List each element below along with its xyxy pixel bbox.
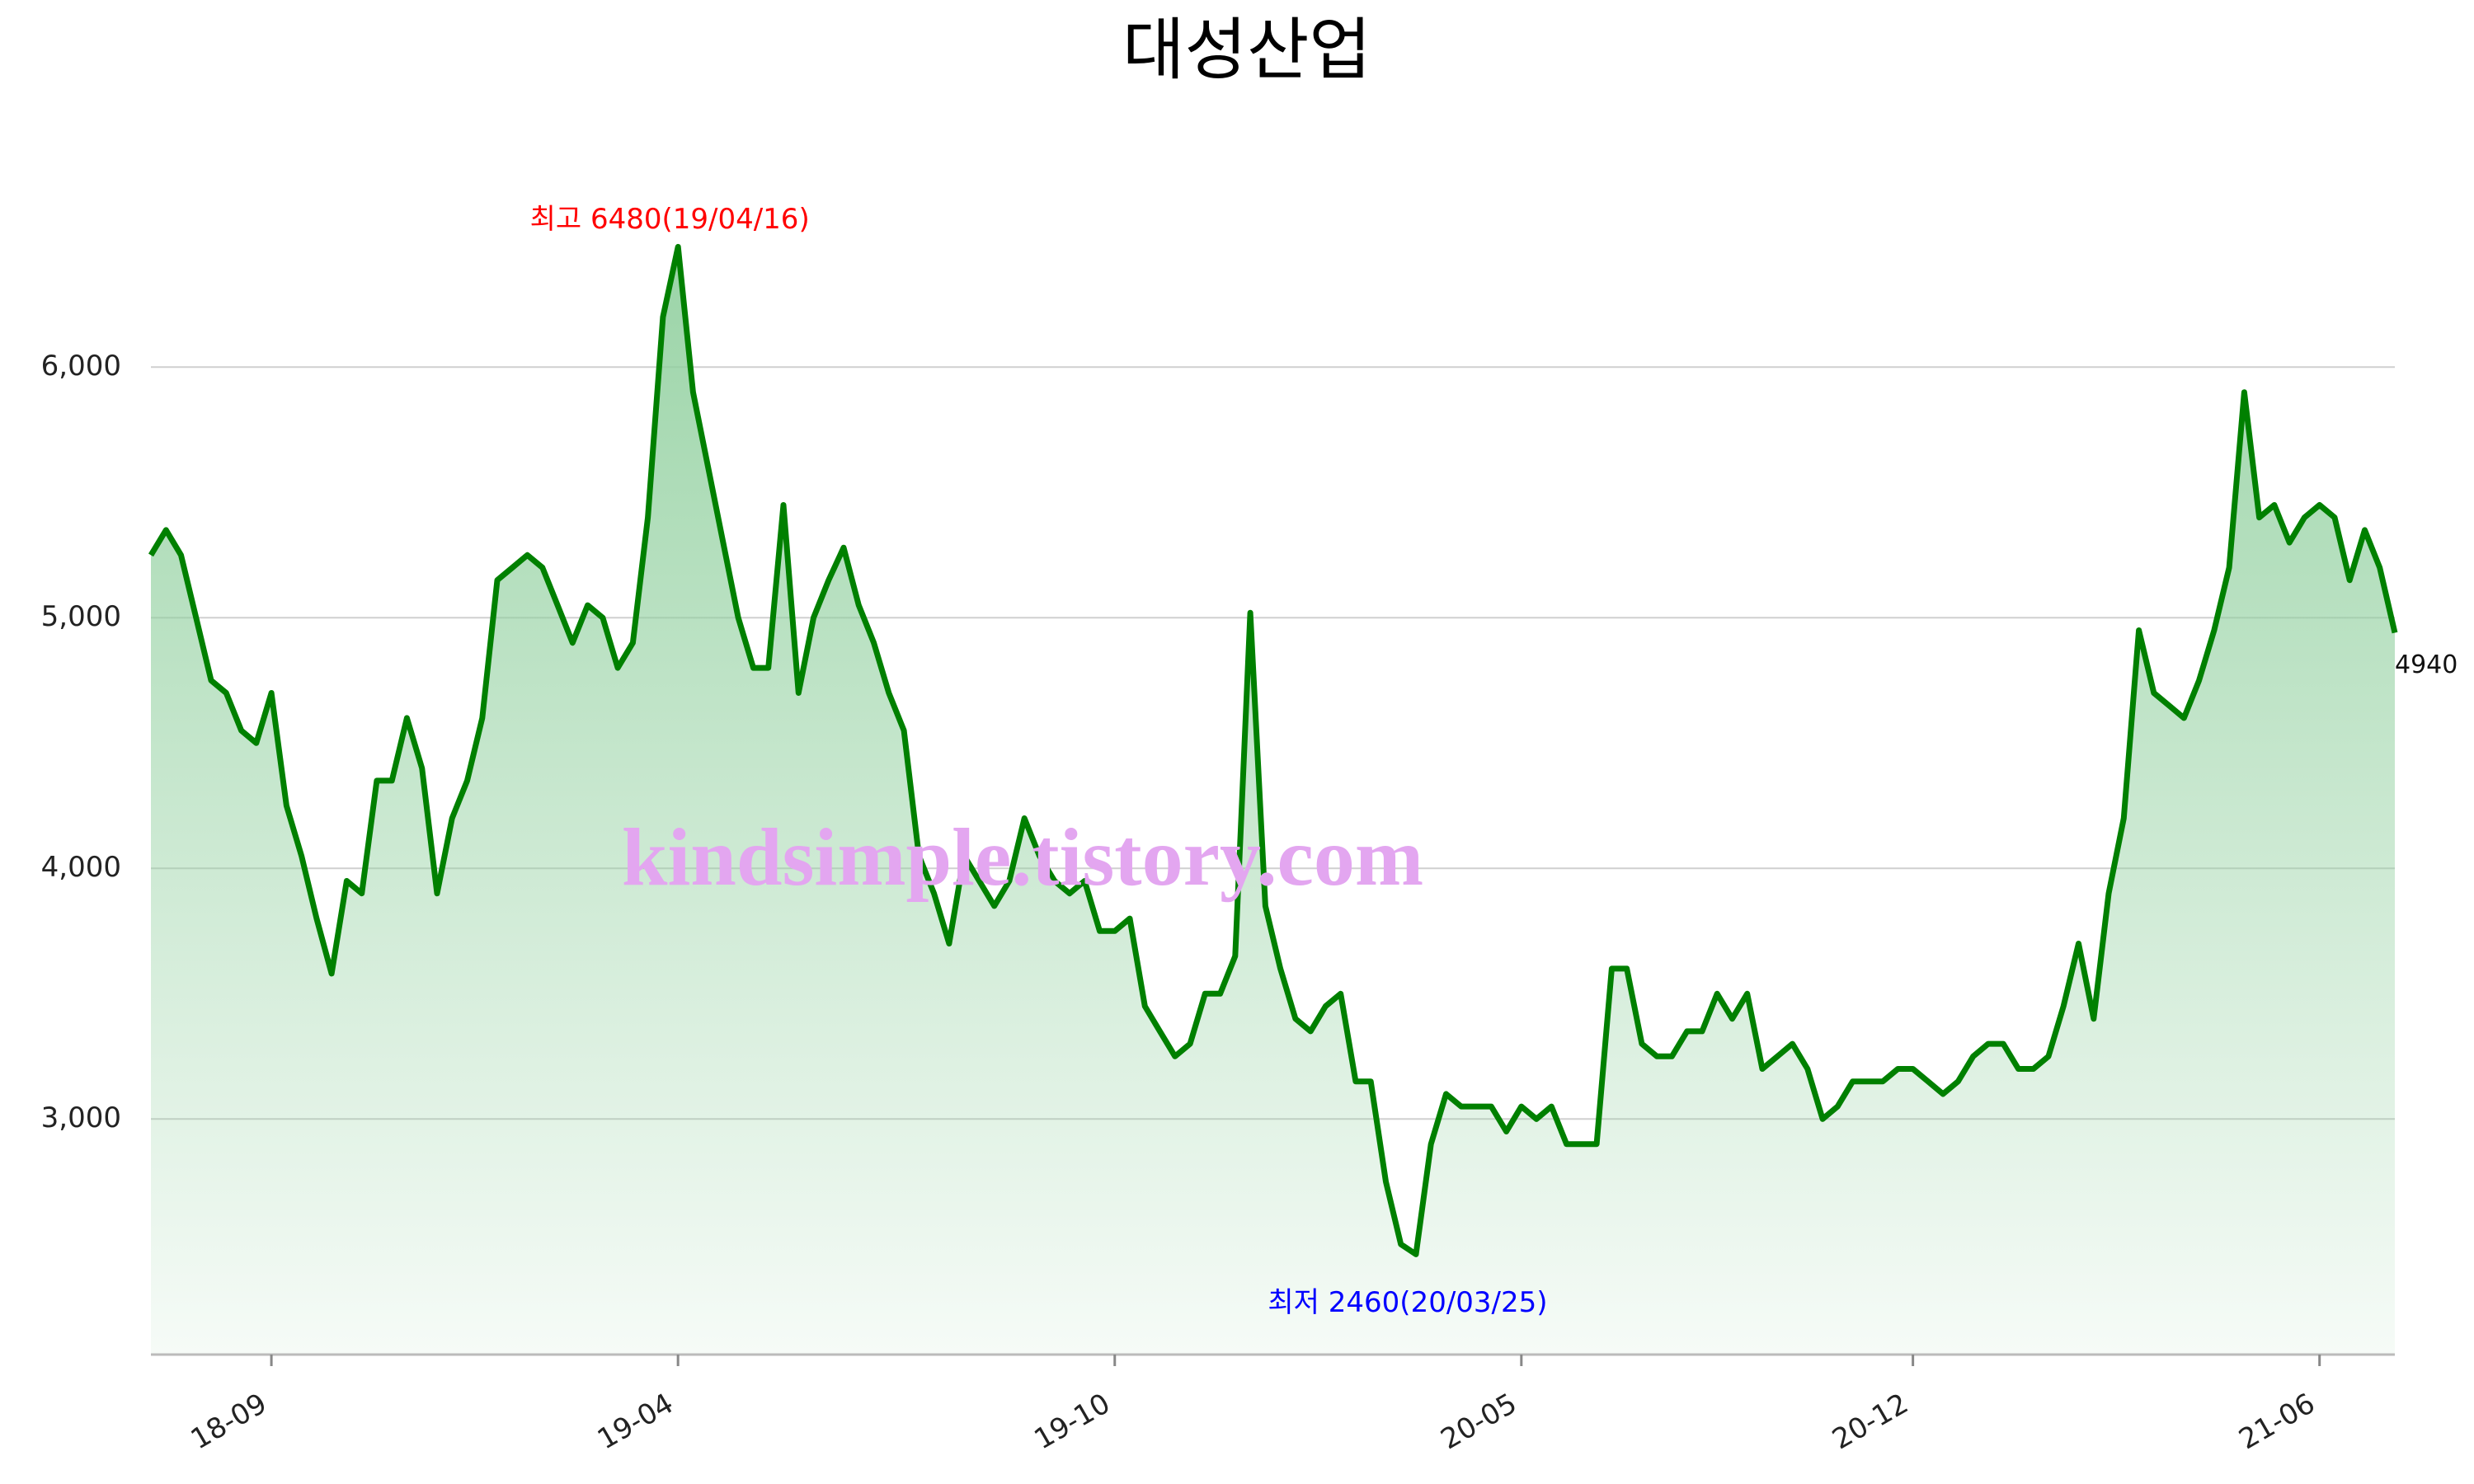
x-tick-label: 19-04 <box>592 1387 680 1456</box>
annotation: 최고 6480(19/04/16) <box>530 203 810 236</box>
x-tick-label: 19-10 <box>1028 1387 1116 1456</box>
y-tick-label: 5,000 <box>41 600 121 633</box>
x-tick-label: 20-12 <box>1827 1387 1914 1456</box>
x-tick-label: 20-05 <box>1436 1387 1523 1456</box>
y-tick-label: 4,000 <box>41 851 121 884</box>
end-label: 4940 <box>2395 650 2458 679</box>
annotation: 최저 2460(20/03/25) <box>1268 1286 1547 1319</box>
x-tick-label: 21-06 <box>2233 1387 2321 1456</box>
watermark: kindsimple.tistory.com <box>622 811 1423 903</box>
x-tick-label: 18-09 <box>186 1387 273 1456</box>
y-tick-label: 3,000 <box>41 1101 121 1134</box>
area <box>151 247 2395 1355</box>
y-tick-label: 6,000 <box>41 350 121 383</box>
line <box>148 243 2398 1257</box>
chart-title: 대성산업 <box>1122 11 1371 89</box>
